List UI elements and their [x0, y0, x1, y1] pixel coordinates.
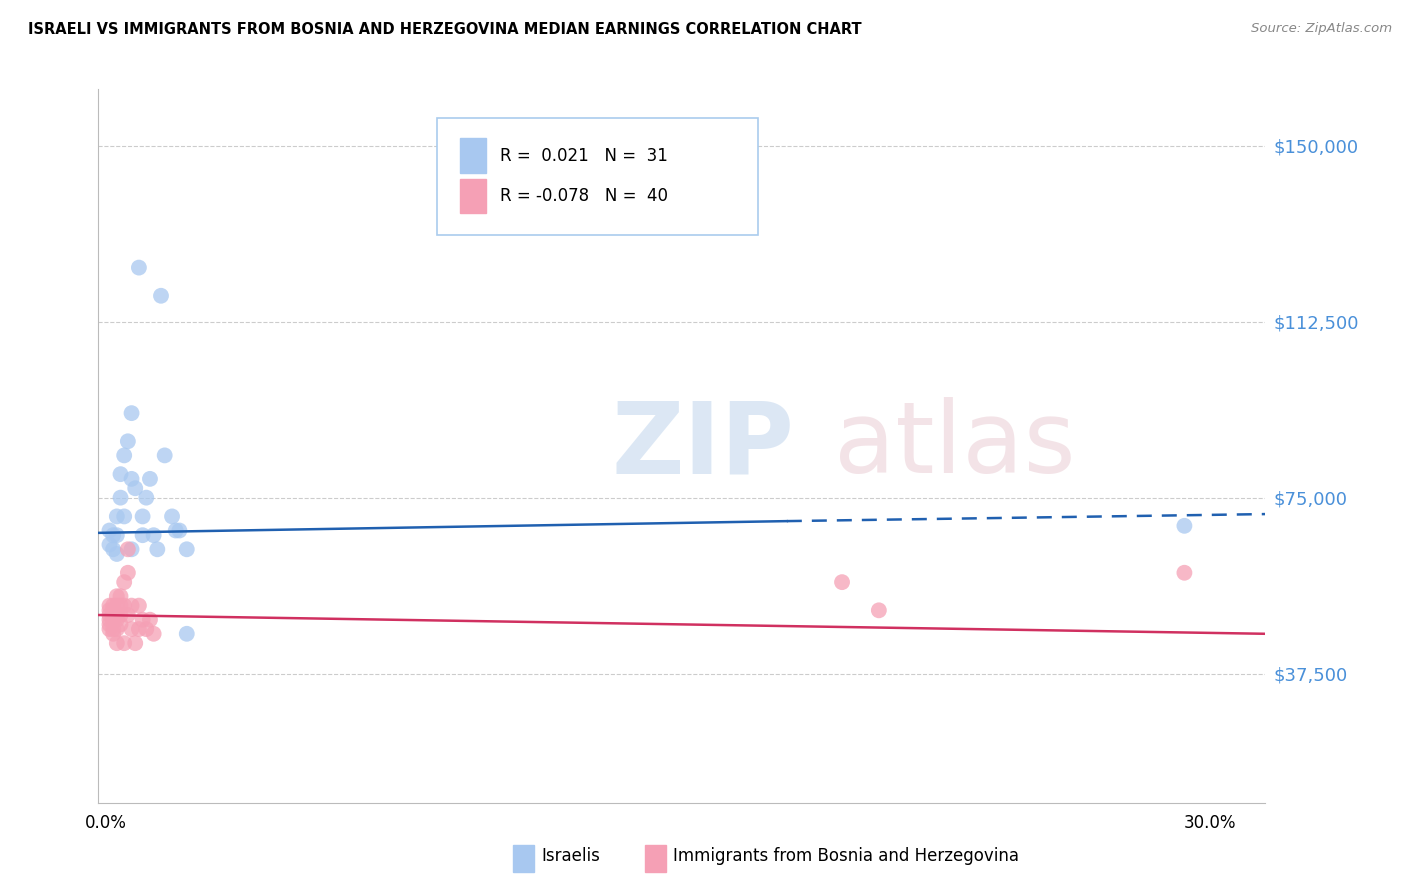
Text: Source: ZipAtlas.com: Source: ZipAtlas.com	[1251, 22, 1392, 36]
Point	[105, 636, 128, 650]
FancyBboxPatch shape	[460, 138, 486, 173]
Text: ISRAELI VS IMMIGRANTS FROM BOSNIA AND HERZEGOVINA MEDIAN EARNINGS CORRELATION CH: ISRAELI VS IMMIGRANTS FROM BOSNIA AND HE…	[28, 22, 862, 37]
Point	[112, 449, 135, 463]
Point	[98, 603, 121, 617]
Point	[128, 260, 150, 275]
Point	[101, 613, 124, 627]
Point	[121, 406, 143, 420]
Point	[121, 599, 143, 613]
Point	[117, 434, 139, 449]
Point	[110, 589, 132, 603]
Text: Israelis: Israelis	[541, 847, 600, 865]
Point	[110, 599, 132, 613]
Point	[121, 472, 143, 486]
Y-axis label: Median Earnings: Median Earnings	[0, 383, 7, 509]
Point	[105, 607, 128, 622]
Point	[117, 566, 139, 580]
Point	[101, 607, 124, 622]
Point	[868, 603, 890, 617]
Point	[153, 449, 176, 463]
Text: Immigrants from Bosnia and Herzegovina: Immigrants from Bosnia and Herzegovina	[672, 847, 1018, 865]
Point	[105, 599, 128, 613]
Point	[135, 622, 157, 636]
Point	[105, 589, 128, 603]
Point	[169, 524, 191, 538]
Point	[121, 542, 143, 557]
Point	[139, 613, 162, 627]
Point	[160, 509, 183, 524]
Text: atlas: atlas	[834, 398, 1076, 494]
FancyBboxPatch shape	[644, 845, 665, 872]
Point	[128, 599, 150, 613]
Point	[165, 524, 187, 538]
Point	[150, 289, 173, 303]
Point	[1173, 566, 1195, 580]
FancyBboxPatch shape	[460, 179, 486, 213]
Point	[105, 528, 128, 542]
Point	[101, 627, 124, 641]
FancyBboxPatch shape	[437, 118, 758, 235]
Point	[142, 528, 165, 542]
Point	[98, 613, 121, 627]
Point	[105, 622, 128, 636]
Point	[131, 613, 153, 627]
Point	[101, 528, 124, 542]
Point	[128, 622, 150, 636]
Point	[98, 524, 121, 538]
Point	[131, 509, 153, 524]
Point	[1173, 518, 1195, 533]
Point	[117, 607, 139, 622]
Point	[105, 613, 128, 627]
Point	[101, 599, 124, 613]
Point	[124, 636, 146, 650]
Point	[105, 547, 128, 561]
Point	[112, 509, 135, 524]
Point	[98, 538, 121, 552]
Point	[176, 627, 198, 641]
Point	[121, 622, 143, 636]
Point	[98, 599, 121, 613]
Point	[101, 622, 124, 636]
Point	[131, 528, 153, 542]
Point	[110, 491, 132, 505]
Point	[146, 542, 169, 557]
Text: R = -0.078   N =  40: R = -0.078 N = 40	[501, 187, 668, 205]
Point	[98, 607, 121, 622]
Point	[105, 509, 128, 524]
Point	[117, 542, 139, 557]
Point	[101, 542, 124, 557]
Point	[110, 467, 132, 482]
Point	[112, 636, 135, 650]
Point	[124, 481, 146, 495]
Point	[98, 622, 121, 636]
Point	[101, 603, 124, 617]
Point	[98, 617, 121, 632]
Point	[142, 627, 165, 641]
Point	[139, 472, 162, 486]
Point	[176, 542, 198, 557]
FancyBboxPatch shape	[513, 845, 534, 872]
Point	[831, 575, 853, 590]
Point	[112, 575, 135, 590]
Point	[110, 617, 132, 632]
Text: R =  0.021   N =  31: R = 0.021 N = 31	[501, 146, 668, 164]
Point	[112, 599, 135, 613]
Point	[110, 607, 132, 622]
Text: ZIP: ZIP	[612, 398, 794, 494]
Point	[135, 491, 157, 505]
